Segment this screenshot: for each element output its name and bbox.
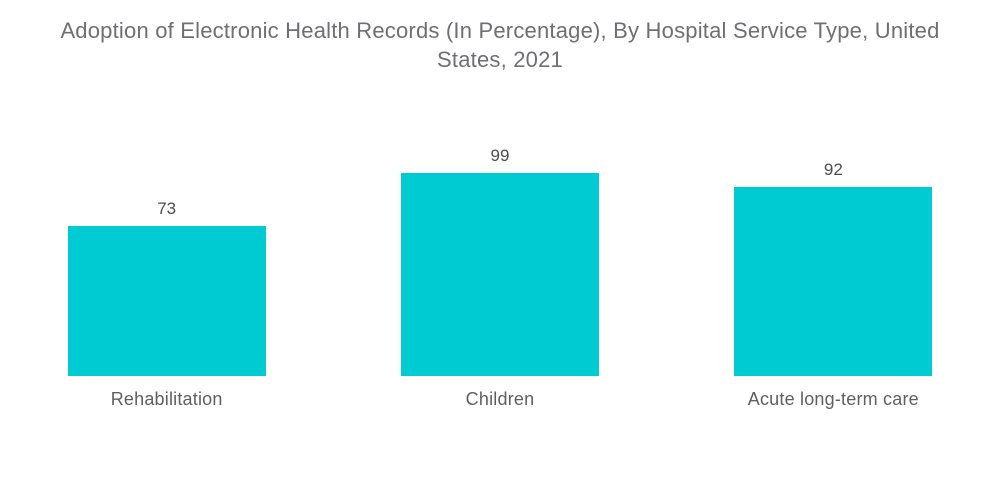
category-label-rehabilitation: Rehabilitation	[110, 389, 223, 409]
bar-column-children: 99	[333, 90, 666, 376]
category-label-acute-long-term-care: Acute long-term care	[747, 389, 919, 409]
bar-column-rehabilitation: 73	[0, 90, 333, 376]
bar-chart: 73 99 92	[0, 90, 1000, 376]
bar-column-acute-long-term-care: 92	[667, 90, 1000, 376]
category-axis: Rehabilitation Children Acute long-term …	[0, 389, 1000, 410]
bar-rehabilitation	[67, 226, 266, 376]
bar-acute-long-term-care	[734, 187, 933, 376]
bar-children	[400, 173, 599, 376]
value-label-acute-long-term-care: 92	[823, 160, 843, 179]
value-label-rehabilitation: 73	[157, 199, 177, 218]
chart-title: Adoption of Electronic Health Records (I…	[60, 18, 940, 72]
category-label-children: Children	[465, 389, 535, 409]
value-label-children: 99	[490, 146, 510, 165]
